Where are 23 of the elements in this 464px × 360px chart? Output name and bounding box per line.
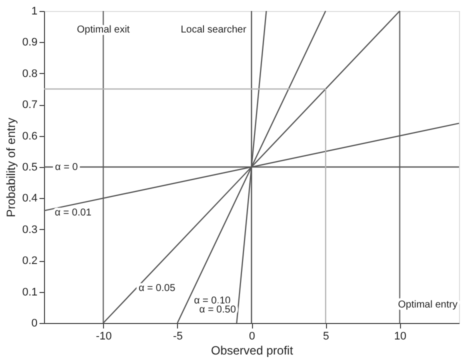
series-label: α = 0.50: [199, 304, 236, 316]
x-tick-label: -5: [173, 330, 183, 342]
ref-line-label: Local searcher: [180, 24, 247, 36]
x-axis-title: Observed profit: [210, 344, 294, 358]
y-tick-label: 0.3: [22, 224, 38, 236]
y-tick-label: 0.6: [22, 130, 38, 142]
x-tick-label: 5: [323, 330, 330, 342]
y-axis-title: Probability of entry: [4, 118, 18, 218]
y-tick-label: 0: [31, 318, 38, 330]
y-tick-label: 0.1: [22, 286, 38, 298]
x-tick-label: -10: [96, 330, 112, 342]
y-tick-label: 0.5: [22, 162, 38, 174]
y-tick-label: 0.9: [22, 36, 38, 49]
y-tick-label: 0.2: [22, 255, 38, 268]
x-tick-label: 0: [248, 330, 256, 342]
x-tick-label: 10: [394, 330, 406, 342]
series-label: α = 0.01: [54, 208, 92, 219]
y-tick-label: 0.8: [22, 68, 38, 80]
series-label: α = 0.10: [194, 295, 232, 306]
y-tick-label: 0.7: [22, 99, 38, 112]
y-tick-label: 1: [31, 6, 38, 18]
y-tick-label: 0.4: [22, 192, 38, 205]
series-label: α = 0.05: [138, 282, 176, 294]
